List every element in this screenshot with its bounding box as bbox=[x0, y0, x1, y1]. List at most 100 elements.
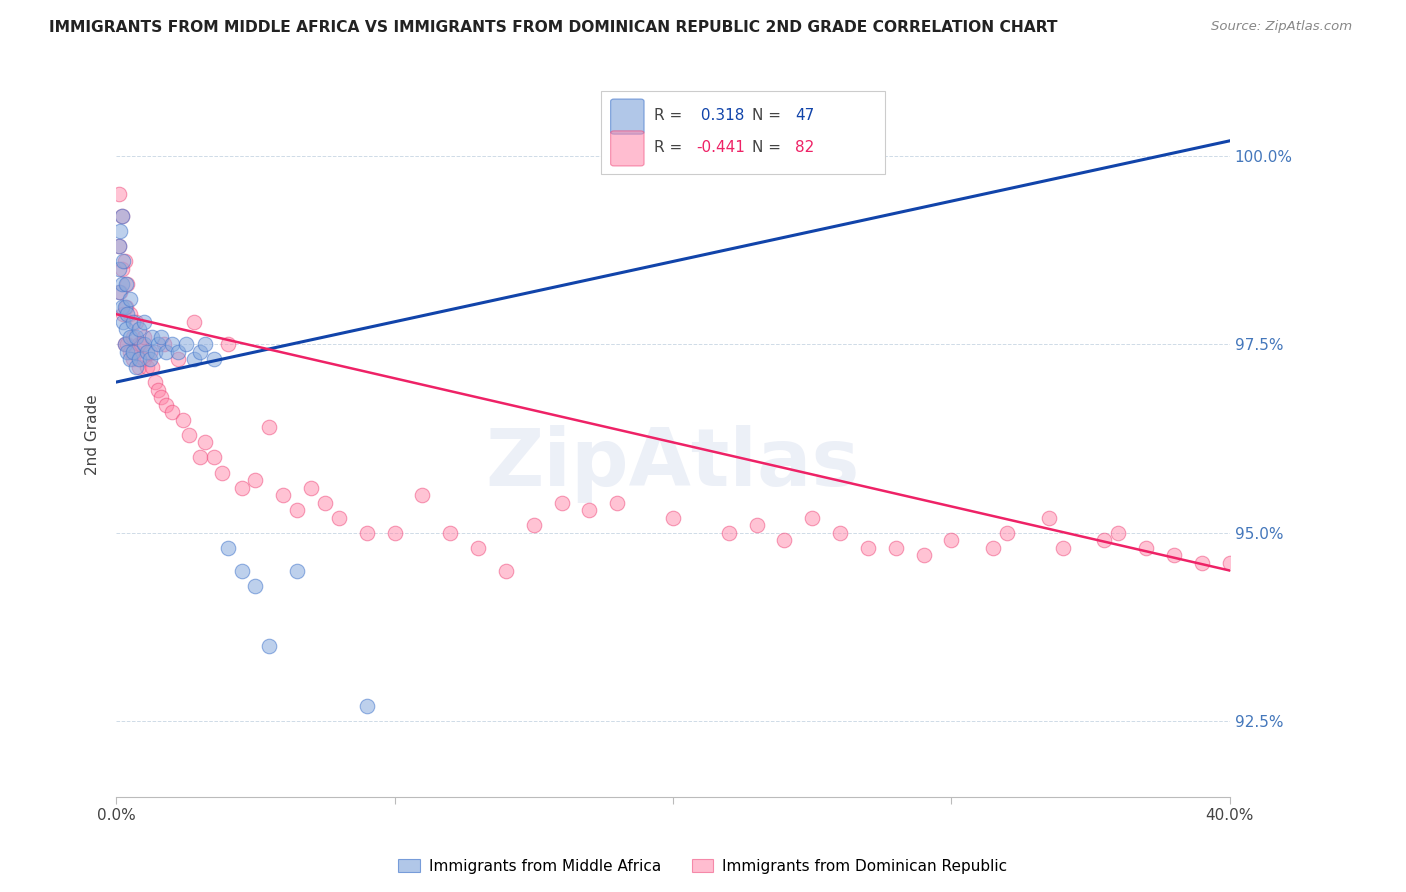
Point bbox=[801, 510, 824, 524]
Point bbox=[132, 315, 155, 329]
Point bbox=[202, 450, 225, 465]
Point bbox=[188, 345, 211, 359]
Point bbox=[115, 277, 138, 291]
Point bbox=[188, 450, 211, 465]
Point bbox=[108, 186, 131, 201]
FancyBboxPatch shape bbox=[600, 91, 884, 174]
Point bbox=[174, 337, 197, 351]
Point bbox=[550, 496, 572, 510]
FancyBboxPatch shape bbox=[610, 131, 644, 166]
Legend: Immigrants from Middle Africa, Immigrants from Dominican Republic: Immigrants from Middle Africa, Immigrant… bbox=[392, 853, 1014, 880]
Point bbox=[856, 541, 879, 555]
Point bbox=[111, 300, 134, 314]
Point bbox=[112, 307, 135, 321]
Point bbox=[155, 398, 177, 412]
Text: -0.441: -0.441 bbox=[696, 140, 745, 155]
Text: N =: N = bbox=[752, 140, 782, 155]
Point bbox=[114, 300, 136, 314]
Point bbox=[111, 262, 134, 277]
Point bbox=[125, 315, 148, 329]
Y-axis label: 2nd Grade: 2nd Grade bbox=[86, 394, 100, 475]
Point bbox=[467, 541, 489, 555]
Point bbox=[259, 639, 281, 653]
Point bbox=[120, 352, 142, 367]
Point bbox=[111, 209, 134, 223]
Point bbox=[120, 330, 142, 344]
Point bbox=[115, 322, 138, 336]
Point bbox=[1038, 510, 1060, 524]
Point bbox=[828, 525, 851, 540]
Point bbox=[884, 541, 907, 555]
Point bbox=[135, 359, 157, 374]
Point bbox=[1274, 564, 1296, 578]
Point bbox=[128, 359, 150, 374]
Point bbox=[108, 239, 131, 253]
Point bbox=[384, 525, 406, 540]
Point bbox=[1052, 541, 1074, 555]
Point bbox=[110, 285, 132, 299]
Point bbox=[356, 525, 378, 540]
Point bbox=[662, 510, 685, 524]
Point bbox=[108, 262, 131, 277]
Point bbox=[1107, 525, 1129, 540]
Text: ZipAtlas: ZipAtlas bbox=[485, 425, 860, 503]
Point bbox=[149, 390, 172, 404]
Point bbox=[1233, 556, 1256, 570]
Text: N =: N = bbox=[752, 108, 782, 123]
Point bbox=[114, 337, 136, 351]
Text: Source: ZipAtlas.com: Source: ZipAtlas.com bbox=[1212, 20, 1353, 33]
Point bbox=[131, 337, 153, 351]
Point bbox=[141, 359, 163, 374]
Point bbox=[122, 352, 145, 367]
Point bbox=[217, 337, 239, 351]
Point bbox=[122, 315, 145, 329]
Point bbox=[1094, 533, 1116, 548]
Point bbox=[183, 352, 205, 367]
Point bbox=[285, 564, 308, 578]
Point bbox=[114, 337, 136, 351]
Point bbox=[356, 699, 378, 714]
Point bbox=[166, 352, 188, 367]
Point bbox=[801, 149, 824, 163]
Point bbox=[271, 488, 294, 502]
Point bbox=[1191, 556, 1213, 570]
Point bbox=[120, 292, 142, 306]
Point bbox=[773, 533, 796, 548]
Point bbox=[578, 503, 600, 517]
Point bbox=[132, 337, 155, 351]
Point bbox=[995, 525, 1018, 540]
Text: R =: R = bbox=[654, 140, 682, 155]
Point bbox=[160, 337, 183, 351]
Text: IMMIGRANTS FROM MIDDLE AFRICA VS IMMIGRANTS FROM DOMINICAN REPUBLIC 2ND GRADE CO: IMMIGRANTS FROM MIDDLE AFRICA VS IMMIGRA… bbox=[49, 20, 1057, 35]
Point bbox=[117, 277, 139, 291]
Point bbox=[146, 337, 169, 351]
Point bbox=[231, 564, 253, 578]
Point bbox=[202, 352, 225, 367]
Point bbox=[328, 510, 350, 524]
Point bbox=[128, 352, 150, 367]
Point bbox=[1219, 556, 1241, 570]
Point bbox=[523, 518, 546, 533]
Point bbox=[941, 533, 963, 548]
Point bbox=[717, 525, 740, 540]
Point bbox=[115, 300, 138, 314]
Point bbox=[912, 549, 935, 563]
Point bbox=[135, 345, 157, 359]
Point bbox=[108, 239, 131, 253]
Point bbox=[120, 345, 142, 359]
Point bbox=[112, 254, 135, 268]
Point bbox=[143, 375, 166, 389]
Point bbox=[117, 337, 139, 351]
Point bbox=[411, 488, 433, 502]
Point bbox=[112, 315, 135, 329]
Point bbox=[138, 345, 160, 359]
Point bbox=[160, 405, 183, 419]
Point bbox=[114, 254, 136, 268]
Point bbox=[1135, 541, 1157, 555]
Point bbox=[177, 427, 200, 442]
Text: 82: 82 bbox=[796, 140, 814, 155]
Point bbox=[981, 541, 1004, 555]
Point bbox=[132, 352, 155, 367]
Point bbox=[194, 337, 217, 351]
Point bbox=[245, 473, 267, 487]
